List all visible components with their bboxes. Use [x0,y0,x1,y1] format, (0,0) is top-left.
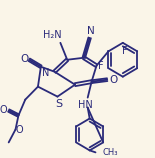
Text: O: O [0,105,8,115]
Text: F: F [98,61,103,71]
Text: HN: HN [78,100,93,109]
Text: S: S [55,99,62,109]
Text: O: O [109,75,117,85]
Text: N: N [42,68,50,78]
Text: H₂N: H₂N [43,30,62,40]
Text: CH₃: CH₃ [102,148,118,157]
Text: O: O [16,125,23,135]
Text: O: O [20,54,28,64]
Text: N: N [87,26,95,36]
Text: F: F [122,46,128,56]
